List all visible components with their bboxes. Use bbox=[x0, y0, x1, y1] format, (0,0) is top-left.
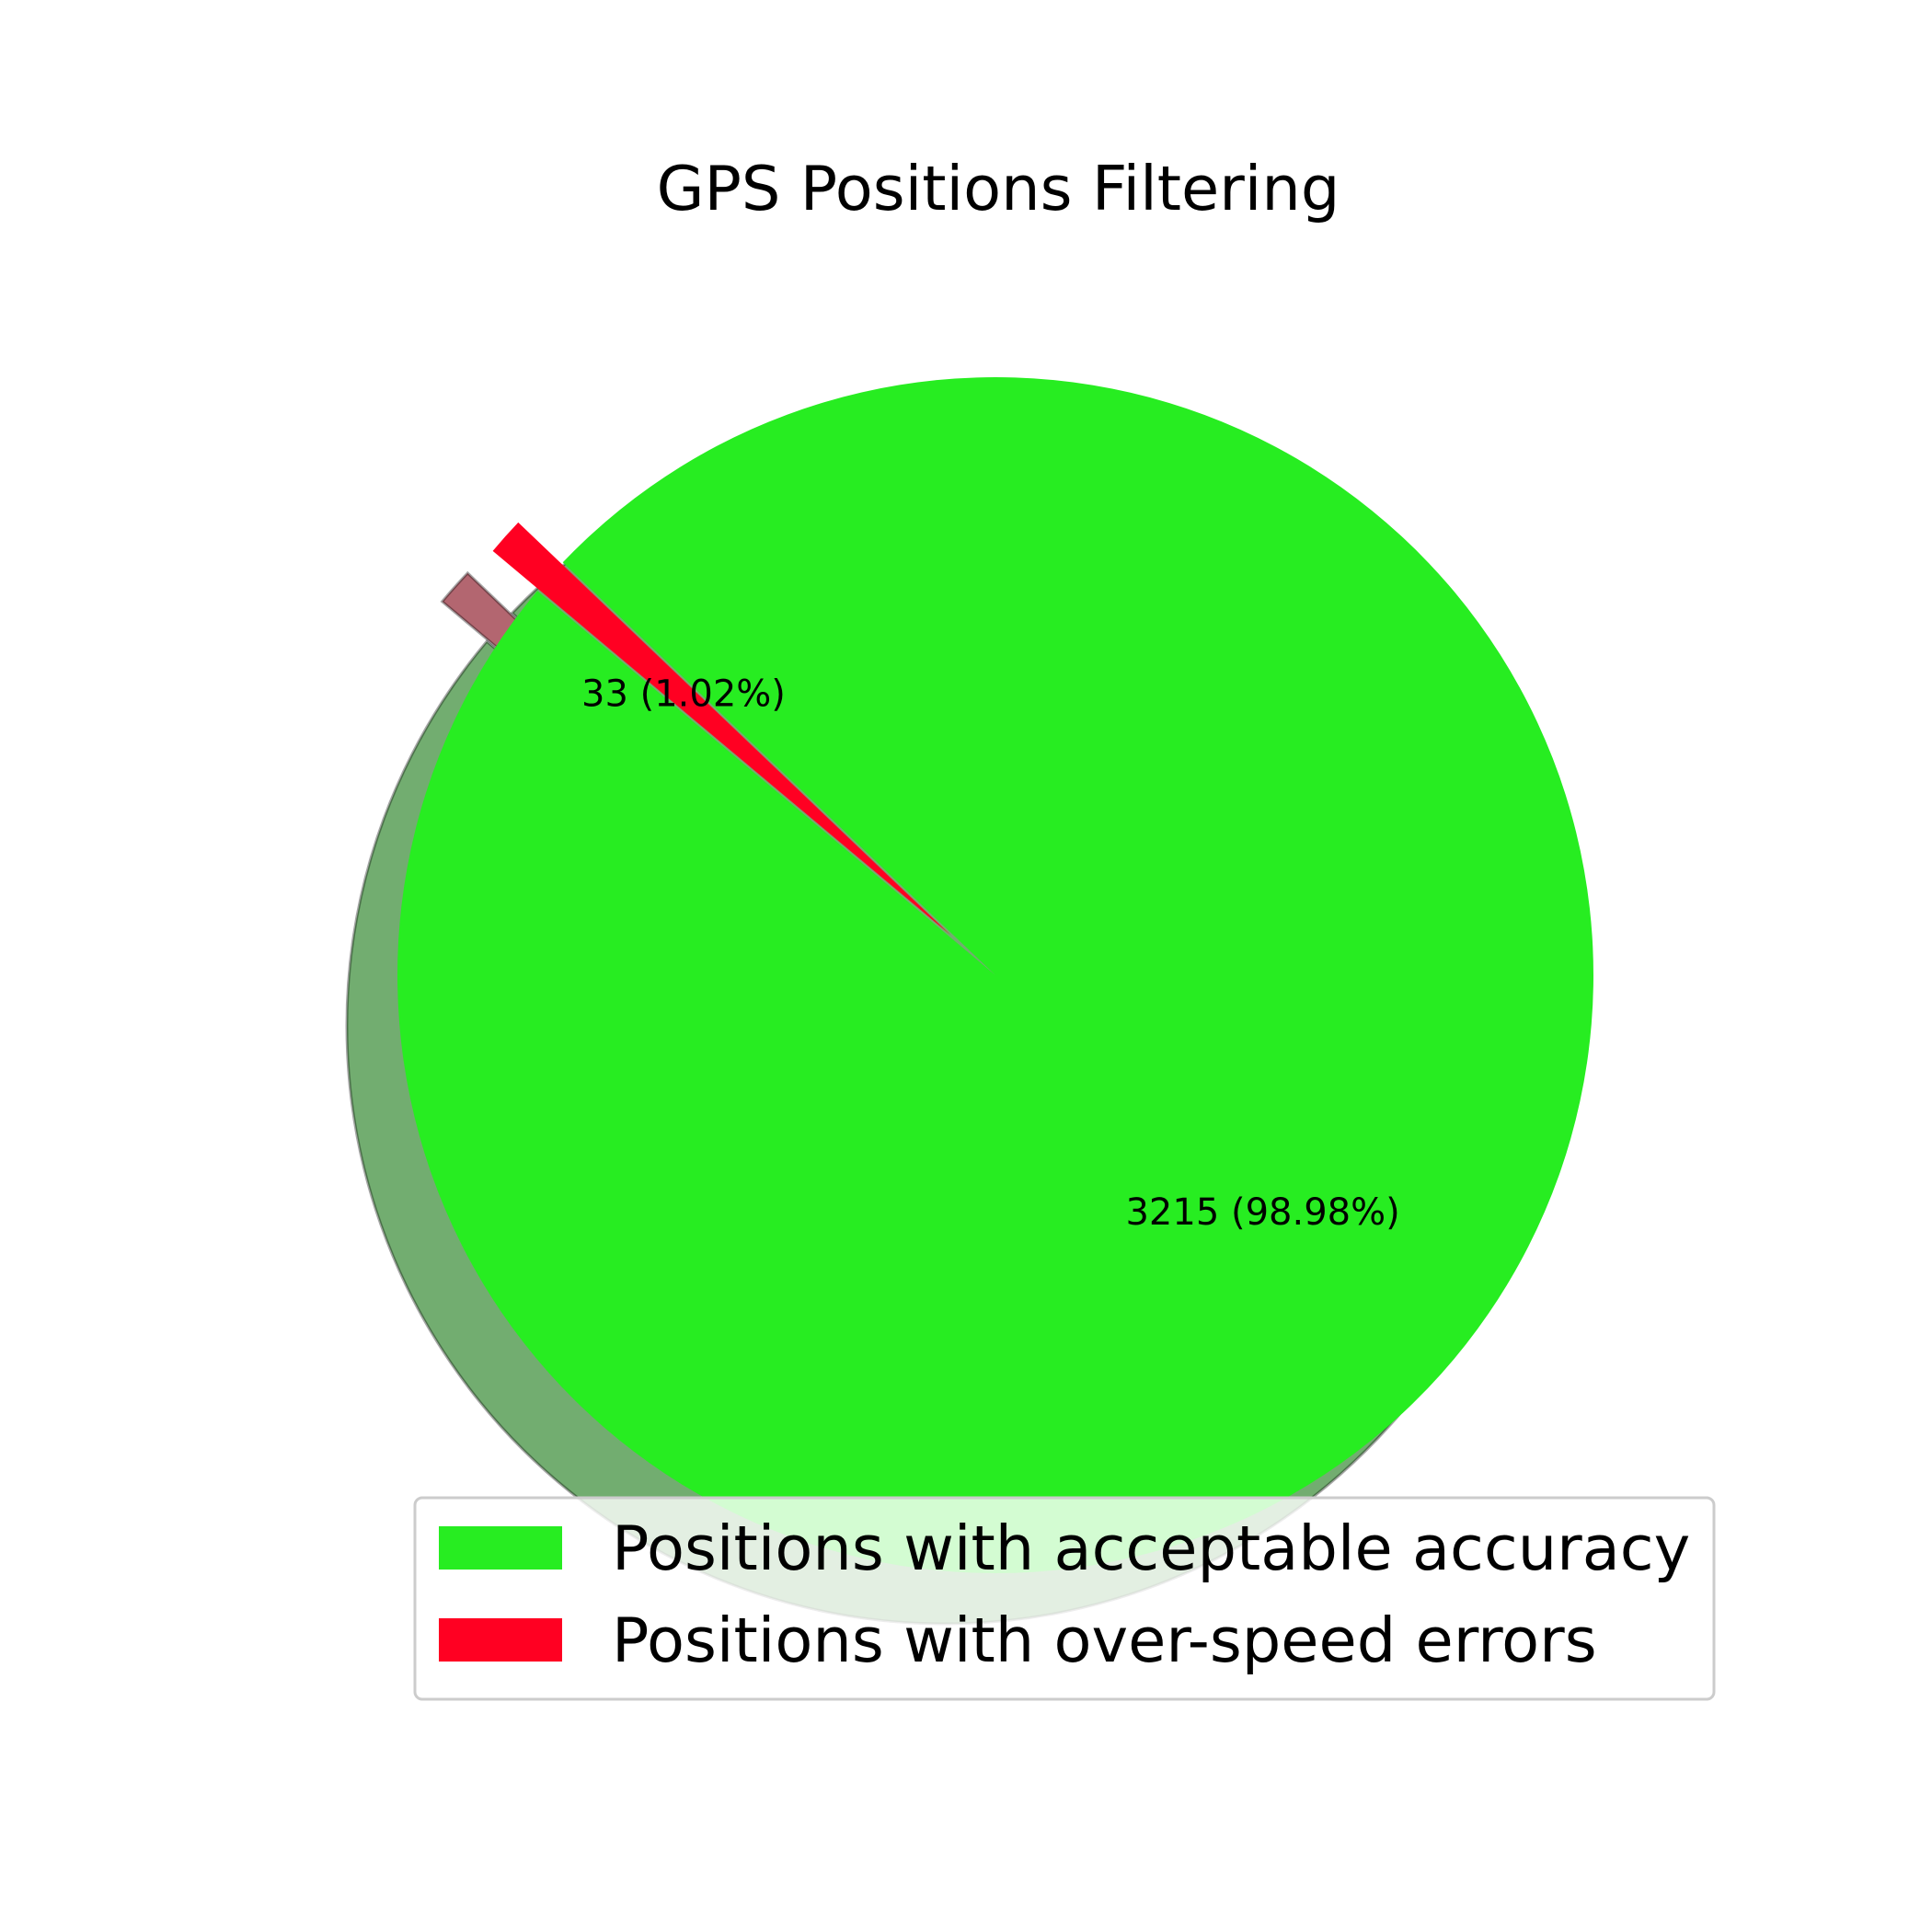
slice-label-positions-with-acceptable-accuracy: 3215 (98.98%) bbox=[1125, 1191, 1399, 1234]
legend-label-over-speed-errors: Positions with over-speed errors bbox=[612, 1604, 1597, 1676]
slice-label-positions-with-over-speed-errors: 33 (1.02%) bbox=[581, 673, 786, 716]
legend-frame bbox=[413, 1496, 1716, 1701]
chart-title: GPS Positions Filtering bbox=[657, 153, 1340, 224]
legend: Positions with acceptable accuracy Posit… bbox=[413, 1496, 1716, 1701]
legend-label-acceptable-accuracy: Positions with acceptable accuracy bbox=[612, 1512, 1690, 1584]
legend-swatch-acceptable-accuracy bbox=[439, 1526, 562, 1570]
pie-slice-positions-with-acceptable-accuracy bbox=[397, 377, 1593, 1574]
slice-labels: 3215 (98.98%) 33 (1.02%) bbox=[581, 673, 1400, 1235]
pie-slice-positions-with-over-speed-errors bbox=[492, 522, 951, 936]
legend-swatch-over-speed-errors bbox=[439, 1618, 562, 1662]
pie-slices bbox=[397, 377, 1593, 1574]
